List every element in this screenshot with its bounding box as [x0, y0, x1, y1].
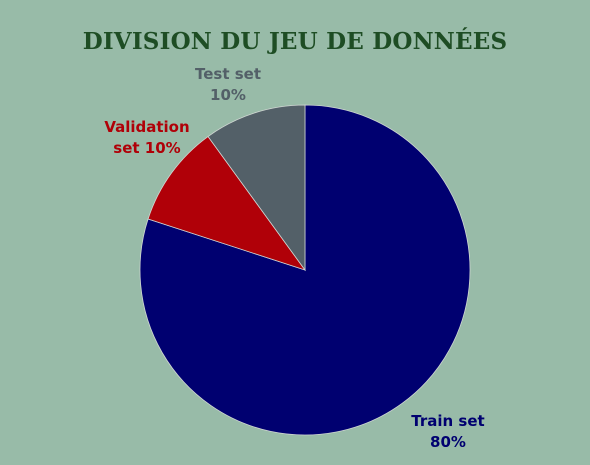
slice-label-train-set: Train set 80% [411, 412, 484, 451]
pie-slice-test-set [207, 104, 306, 272]
pie-slice-validation-set [147, 135, 307, 271]
slice-label-test-set: Test set 10% [195, 65, 261, 104]
chart-title: DIVISION DU JEU DE DONNÉES [82, 28, 508, 55]
pie-slice-train-set [139, 104, 471, 436]
slice-label-validation-set: Validation set 10% [104, 118, 189, 157]
